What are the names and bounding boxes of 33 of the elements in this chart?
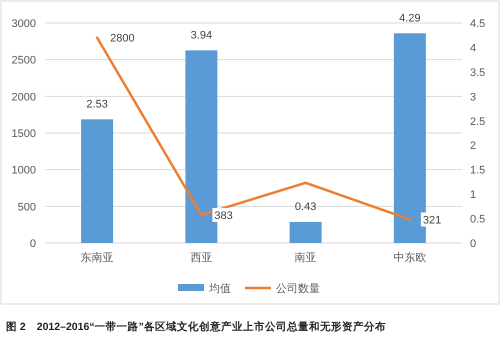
y-tick-label: 2500: [12, 54, 36, 67]
x-tick-label: 西亚: [190, 252, 212, 264]
y2-tick-label: 2.5: [470, 116, 486, 128]
y2-tick-label: 4: [470, 42, 476, 54]
data-label: 383: [214, 210, 233, 222]
data-label: 0.43: [294, 200, 316, 213]
y2-tick-label: 0.5: [470, 214, 486, 226]
data-label: 3.94: [190, 29, 212, 42]
legend-label: 均值: [208, 283, 231, 295]
y-tick-label: 3000: [12, 18, 36, 30]
x-tick-label: 东南亚: [80, 251, 114, 264]
legend-label: 公司数量: [276, 283, 320, 295]
y-tick-label: 0: [30, 238, 36, 250]
y2-tick-label: 1: [470, 189, 476, 202]
data-label: 4.29: [399, 12, 421, 24]
y2-tick-label: 3: [470, 91, 476, 104]
x-tick-label: 中东欧: [393, 251, 426, 264]
y-tick-label: 500: [18, 201, 36, 214]
data-label: 321: [422, 214, 442, 226]
y2-tick-label: 3.5: [470, 66, 486, 79]
x-tick-label: 南亚: [294, 251, 317, 264]
bar: [290, 222, 322, 243]
y2-tick-label: 0: [470, 238, 476, 250]
y-tick-label: 1000: [12, 164, 36, 177]
y2-tick-label: 2: [470, 140, 476, 152]
y-tick-label: 1500: [12, 128, 36, 140]
y-tick-label: 2000: [12, 91, 36, 104]
y2-tick-label: 4.5: [470, 18, 486, 30]
data-label: 2.53: [86, 98, 108, 110]
bar: [81, 119, 114, 243]
y2-tick-label: 1.5: [470, 164, 486, 177]
caption: 图 2 2012–2016“一带一路”各区域文化创意产业上市公司总量和无形资产分布: [6, 320, 386, 333]
data-label: 2800: [110, 32, 135, 45]
